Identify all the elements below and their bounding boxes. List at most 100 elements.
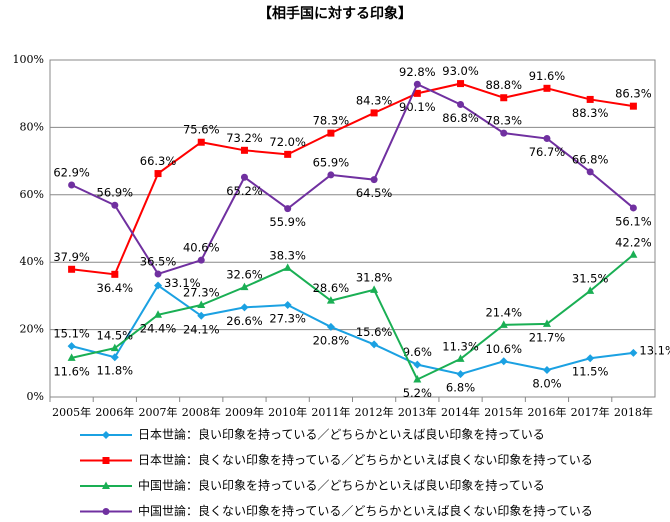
value-label: 32.6% bbox=[226, 268, 263, 282]
point bbox=[154, 310, 163, 318]
legend-label: 中国世論：良い印象を持っている／どちらかといえば良い印象を持っている bbox=[138, 478, 545, 493]
series-line bbox=[71, 82, 634, 276]
point bbox=[413, 374, 422, 383]
y-tick-label: 0% bbox=[27, 390, 44, 403]
value-label: 38.3% bbox=[269, 248, 306, 262]
x-tick-label: 2017年 bbox=[571, 405, 610, 419]
point bbox=[370, 176, 378, 184]
value-label: 36.4% bbox=[97, 281, 134, 295]
value-label: 5.2% bbox=[403, 386, 432, 400]
x-tick-label: 2016年 bbox=[527, 405, 566, 419]
value-label: 8.0% bbox=[532, 377, 561, 391]
legend-marker bbox=[102, 457, 110, 464]
value-label: 36.5% bbox=[140, 254, 177, 268]
x-tick-label: 2005年 bbox=[52, 405, 91, 419]
point bbox=[67, 342, 76, 351]
point bbox=[197, 300, 206, 308]
point bbox=[370, 109, 378, 117]
x-tick-label: 2012年 bbox=[355, 405, 394, 419]
value-label: 28.6% bbox=[313, 281, 350, 295]
point bbox=[110, 353, 119, 362]
point bbox=[542, 319, 551, 327]
x-tick-label: 2015年 bbox=[484, 405, 523, 419]
value-label: 75.6% bbox=[183, 123, 220, 137]
point bbox=[629, 204, 637, 212]
x-tick-label: 2014年 bbox=[441, 405, 480, 419]
point bbox=[586, 286, 595, 294]
value-label: 78.3% bbox=[313, 114, 350, 128]
value-label: 9.6% bbox=[403, 345, 432, 359]
legend-marker bbox=[102, 431, 110, 439]
point bbox=[197, 138, 205, 146]
point bbox=[197, 256, 205, 264]
point bbox=[500, 129, 508, 137]
value-label: 62.9% bbox=[53, 166, 90, 180]
value-label: 66.8% bbox=[572, 152, 609, 166]
legend-label: 日本世論：良い印象を持っている／どちらかといえば良い印象を持っている bbox=[138, 427, 545, 442]
value-label: 11.8% bbox=[97, 364, 134, 378]
legend-marker bbox=[102, 508, 110, 515]
value-label: 65.2% bbox=[226, 184, 263, 198]
point bbox=[370, 340, 379, 349]
value-label: 11.6% bbox=[53, 364, 90, 378]
value-label: 91.6% bbox=[529, 69, 566, 83]
point bbox=[110, 343, 119, 352]
series-line bbox=[71, 284, 634, 376]
point bbox=[240, 146, 248, 154]
value-label: 15.6% bbox=[356, 325, 393, 339]
x-tick-label: 2010年 bbox=[268, 405, 307, 419]
point bbox=[413, 89, 421, 97]
point bbox=[413, 80, 421, 88]
value-label: 21.4% bbox=[485, 305, 522, 319]
value-label: 33.1% bbox=[164, 276, 201, 290]
point bbox=[499, 320, 508, 328]
value-label: 64.5% bbox=[356, 186, 393, 200]
point bbox=[283, 263, 292, 271]
value-label: 65.9% bbox=[313, 155, 350, 169]
point bbox=[500, 94, 508, 102]
value-label: 15.1% bbox=[53, 327, 90, 341]
x-tick-label: 2006年 bbox=[95, 405, 134, 419]
point bbox=[68, 265, 76, 273]
value-label: 92.8% bbox=[399, 65, 436, 79]
value-label: 40.6% bbox=[183, 241, 220, 255]
point bbox=[240, 303, 249, 312]
value-label: 86.8% bbox=[442, 111, 479, 125]
point bbox=[457, 100, 465, 108]
value-label: 73.2% bbox=[226, 131, 263, 145]
point bbox=[240, 173, 248, 181]
point bbox=[197, 311, 206, 320]
value-label: 27.3% bbox=[183, 285, 220, 299]
y-tick-label: 20% bbox=[20, 323, 44, 336]
value-label: 86.3% bbox=[615, 87, 652, 101]
value-label: 88.8% bbox=[485, 78, 522, 92]
point bbox=[111, 270, 119, 278]
x-tick-label: 2018年 bbox=[614, 405, 653, 419]
point bbox=[543, 135, 551, 143]
value-label: 78.3% bbox=[485, 114, 522, 128]
y-tick-label: 60% bbox=[20, 188, 44, 201]
value-label: 42.2% bbox=[615, 235, 652, 249]
value-label: 11.3% bbox=[442, 339, 479, 353]
point bbox=[629, 250, 638, 258]
value-label: 84.3% bbox=[356, 93, 393, 107]
point bbox=[326, 296, 335, 304]
point bbox=[629, 102, 637, 110]
x-tick-label: 2013年 bbox=[398, 405, 437, 419]
value-label: 11.5% bbox=[572, 365, 609, 379]
x-tick-label: 2007年 bbox=[139, 405, 178, 419]
y-tick-label: 40% bbox=[20, 255, 44, 268]
value-label: 27.3% bbox=[269, 311, 306, 325]
point bbox=[327, 129, 335, 137]
x-tick-label: 2009年 bbox=[225, 405, 264, 419]
chart-title: 【相手国に対する印象】 bbox=[258, 5, 412, 22]
point bbox=[542, 366, 551, 375]
point bbox=[499, 357, 508, 366]
value-label: 24.4% bbox=[140, 321, 177, 335]
value-label: 66.3% bbox=[140, 154, 177, 168]
value-label: 56.9% bbox=[97, 186, 134, 200]
point bbox=[586, 95, 594, 103]
point bbox=[284, 150, 292, 158]
value-label: 55.9% bbox=[269, 215, 306, 229]
value-label: 10.6% bbox=[485, 342, 522, 356]
